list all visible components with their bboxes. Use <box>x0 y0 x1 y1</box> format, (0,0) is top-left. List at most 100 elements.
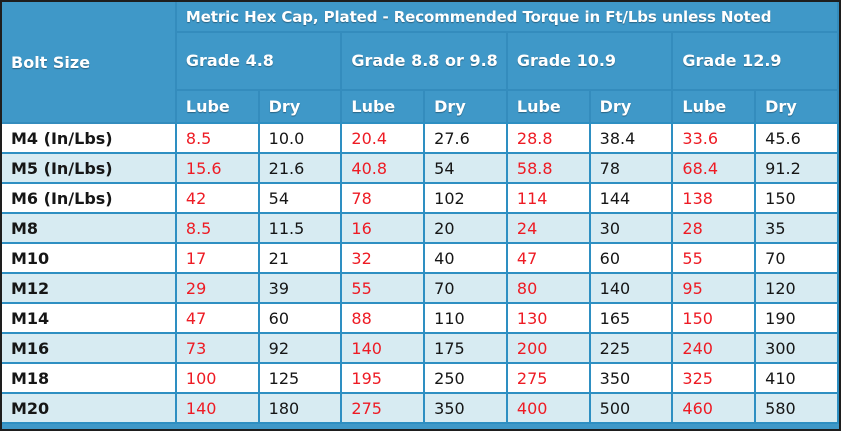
bolt-size-cell: M4 (In/Lbs) <box>2 122 177 154</box>
dry-torque-cell: 30 <box>588 212 674 244</box>
bolt-size-cell: M18 <box>2 362 177 394</box>
lube-torque-cell: 195 <box>340 362 426 394</box>
dry-torque-cell: 175 <box>423 332 508 364</box>
bolt-size-cell: M6 (In/Lbs) <box>2 182 177 214</box>
lube-torque-cell: 275 <box>340 392 426 424</box>
dry-torque-cell: 102 <box>423 182 508 214</box>
grade-header-row: Grade 4.8 Grade 8.8 or 9.8 Grade 10.9 Gr… <box>2 31 839 91</box>
bolt-size-cell: M20 <box>2 392 177 424</box>
bolt-size-cell: M10 <box>2 242 177 274</box>
dry-header: Dry <box>588 89 674 124</box>
lube-torque-cell: 47 <box>505 242 591 274</box>
lube-torque-cell: 400 <box>505 392 591 424</box>
lube-torque-cell: 73 <box>174 332 260 364</box>
lube-torque-cell: 47 <box>174 302 260 334</box>
lube-torque-cell: 17 <box>174 242 260 274</box>
table-row: M14 47 60 88 110 130 165 150 190 <box>2 302 839 334</box>
lube-torque-cell: 33.6 <box>671 122 757 154</box>
dry-torque-cell: 300 <box>754 332 839 364</box>
lube-torque-cell: 138 <box>671 182 757 214</box>
metric-torque-table: Bolt Size Metric Hex Cap, Plated - Recom… <box>2 2 839 424</box>
lube-torque-cell: 8.5 <box>174 212 260 244</box>
lube-torque-cell: 150 <box>671 302 757 334</box>
dry-torque-cell: 21.6 <box>257 152 343 184</box>
lube-dry-header-row: Lube Dry Lube Dry Lube Dry Lube Dry <box>2 89 839 124</box>
lube-torque-cell: 200 <box>505 332 591 364</box>
lube-torque-cell: 42 <box>174 182 260 214</box>
dry-torque-cell: 21 <box>257 242 343 274</box>
dry-torque-cell: 140 <box>588 272 674 304</box>
lube-torque-cell: 325 <box>671 362 757 394</box>
lube-torque-cell: 55 <box>671 242 757 274</box>
dry-torque-cell: 10.0 <box>257 122 343 154</box>
dry-torque-cell: 350 <box>588 362 674 394</box>
lube-torque-cell: 8.5 <box>174 122 260 154</box>
table-row: M18 100 125 195 250 275 350 325 410 <box>2 362 839 394</box>
bolt-size-cell: M16 <box>2 332 177 364</box>
lube-torque-cell: 130 <box>505 302 591 334</box>
dry-torque-cell: 11.5 <box>257 212 343 244</box>
lube-torque-cell: 29 <box>174 272 260 304</box>
lube-header: Lube <box>175 89 260 124</box>
grade-10-9-header: Grade 10.9 <box>505 31 674 91</box>
lube-torque-cell: 80 <box>505 272 591 304</box>
dry-torque-cell: 78 <box>588 152 674 184</box>
table-row: M4 (In/Lbs) 8.5 10.0 20.4 27.6 28.8 38.4 33.6 45… <box>2 122 839 154</box>
bolt-size-cell: M12 <box>2 272 177 304</box>
dry-torque-cell: 250 <box>423 362 508 394</box>
dry-torque-cell: 91.2 <box>754 152 839 184</box>
lube-torque-cell: 275 <box>505 362 591 394</box>
dry-torque-cell: 125 <box>257 362 343 394</box>
lube-torque-cell: 68.4 <box>671 152 757 184</box>
table-title: Metric Hex Cap, Plated - Recommended Tor… <box>174 2 839 33</box>
dry-torque-cell: 500 <box>588 392 674 424</box>
lube-torque-cell: 55 <box>340 272 426 304</box>
lube-torque-cell: 88 <box>340 302 426 334</box>
dry-torque-cell: 350 <box>423 392 508 424</box>
lube-torque-cell: 460 <box>671 392 757 424</box>
dry-torque-cell: 45.6 <box>754 122 839 154</box>
dry-torque-cell: 54 <box>257 182 343 214</box>
lube-torque-cell: 20.4 <box>340 122 426 154</box>
table-row: M5 (In/Lbs) 15.6 21.6 40.8 54 58.8 78 68.4 91.2 <box>2 152 839 184</box>
lube-torque-cell: 114 <box>505 182 591 214</box>
lube-torque-cell: 16 <box>340 212 426 244</box>
lube-header: Lube <box>671 89 757 124</box>
dry-torque-cell: 27.6 <box>423 122 508 154</box>
table-header: Bolt Size Metric Hex Cap, Plated - Recom… <box>2 2 839 124</box>
dry-torque-cell: 150 <box>754 182 839 214</box>
grade-8-8-header: Grade 8.8 or 9.8 <box>340 31 508 91</box>
table-row: M10 17 21 32 40 47 60 55 70 <box>2 242 839 274</box>
lube-torque-cell: 78 <box>340 182 426 214</box>
table-row: M6 (In/Lbs) 42 54 78 102 114 144 138 150 <box>2 182 839 214</box>
dry-torque-cell: 225 <box>588 332 674 364</box>
dry-torque-cell: 190 <box>754 302 839 334</box>
dry-torque-cell: 70 <box>754 242 839 274</box>
dry-torque-cell: 60 <box>588 242 674 274</box>
lube-torque-cell: 140 <box>174 392 260 424</box>
dry-torque-cell: 120 <box>754 272 839 304</box>
dry-torque-cell: 35 <box>754 212 839 244</box>
dry-torque-cell: 39 <box>257 272 343 304</box>
dry-torque-cell: 410 <box>754 362 839 394</box>
dry-torque-cell: 180 <box>257 392 343 424</box>
table-row: M16 73 92 140 175 200 225 240 300 <box>2 332 839 364</box>
dry-header: Dry <box>257 89 343 124</box>
grade-4-8-header: Grade 4.8 <box>175 31 343 91</box>
dry-torque-cell: 60 <box>257 302 343 334</box>
lube-torque-cell: 95 <box>671 272 757 304</box>
lube-torque-cell: 240 <box>671 332 757 364</box>
bolt-size-cell: M5 (In/Lbs) <box>2 152 177 184</box>
dry-torque-cell: 20 <box>423 212 508 244</box>
lube-torque-cell: 58.8 <box>505 152 591 184</box>
lube-torque-cell: 40.8 <box>340 152 426 184</box>
table-body: M4 (In/Lbs) 8.5 10.0 20.4 27.6 28.8 38.4 33.6 45… <box>2 122 839 424</box>
bolt-size-cell: M14 <box>2 302 177 334</box>
dry-torque-cell: 92 <box>257 332 343 364</box>
bolt-size-header: Bolt Size <box>2 2 177 124</box>
bolt-size-cell: M8 <box>2 212 177 244</box>
title-row: Bolt Size Metric Hex Cap, Plated - Recom… <box>2 2 839 124</box>
dry-torque-cell: 580 <box>754 392 839 424</box>
lube-torque-cell: 140 <box>340 332 426 364</box>
